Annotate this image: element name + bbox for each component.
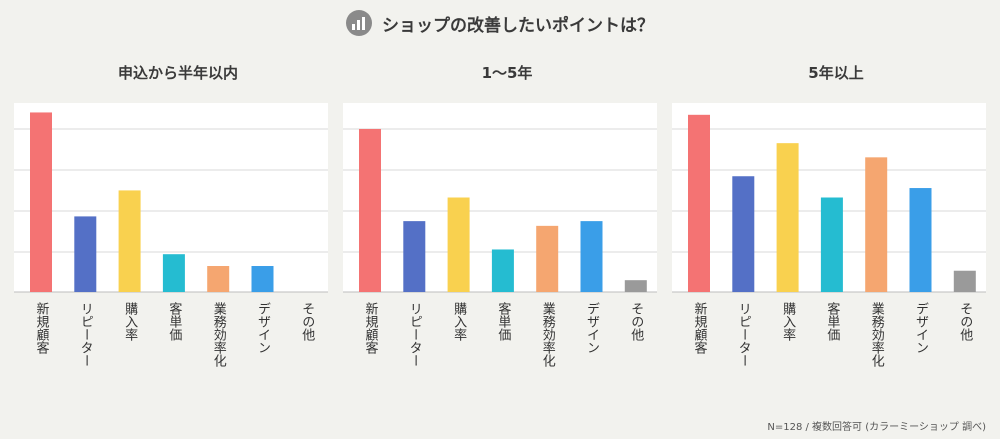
bar-6 [580, 221, 603, 292]
bar-1 [30, 112, 52, 292]
category-label: リピーター [78, 302, 93, 367]
category-label: 新規顧客 [363, 301, 379, 355]
chart-panel-2: 新規顧客 リピーター 購入率 客単価 業務効率化 デザイン その他 [343, 103, 657, 368]
bar-3 [447, 197, 470, 292]
bar-6 [251, 266, 274, 292]
category-label: デザイン [913, 302, 929, 354]
category-label: 客単価 [824, 301, 840, 341]
chart-panel-3: 新規顧客 リピーター 購入率 客単価 業務効率化 デザイン その他 [672, 103, 986, 368]
panel-title-2: 1〜5年 [481, 64, 533, 82]
category-label: 新規顧客 [34, 301, 50, 355]
footnote: N=128 / 複数回答可 (カラーミーショップ 調べ) [767, 422, 986, 433]
category-label: 業務効率化 [211, 301, 227, 368]
category-label: 客単価 [495, 301, 511, 341]
bar-3 [118, 190, 141, 292]
bar-1 [359, 128, 381, 292]
bar-7 [953, 270, 976, 292]
category-label: その他 [957, 302, 973, 342]
bar-3 [776, 143, 799, 292]
category-label: 新規顧客 [692, 301, 708, 355]
bar-2 [74, 216, 97, 292]
bar-2 [403, 221, 426, 292]
category-label: 業務効率化 [869, 301, 885, 368]
bar-5 [207, 266, 230, 292]
bar-5 [536, 225, 559, 292]
bar-2 [732, 176, 755, 292]
chart-panel-1: 新規顧客 リピーター 購入率 客単価 業務効率化 デザイン その他 [14, 103, 328, 368]
bar-7 [624, 280, 647, 292]
category-label: 購入率 [780, 302, 796, 341]
category-label: 購入率 [451, 302, 467, 341]
category-label: 業務効率化 [540, 301, 556, 368]
bar-4 [162, 254, 185, 292]
category-label: 購入率 [122, 302, 138, 341]
panel-title-3: 5年以上 [808, 64, 864, 82]
category-label: その他 [628, 302, 644, 342]
category-label: デザイン [255, 302, 271, 354]
panel-title-1: 申込から半年以内 [117, 64, 238, 82]
category-label: 客単価 [166, 301, 182, 341]
category-label: リピーター [736, 302, 751, 367]
bar-5 [865, 157, 888, 292]
chart-header: ショップの改善したいポイントは？ [0, 8, 1000, 38]
bar-6 [909, 188, 932, 292]
bar-4 [491, 249, 514, 292]
page-title: ショップの改善したいポイントは？ [382, 15, 654, 36]
bar-chart-icon [346, 10, 372, 36]
category-label: その他 [299, 302, 315, 342]
category-label: リピーター [407, 302, 422, 367]
bar-1 [688, 114, 710, 292]
category-label: デザイン [584, 302, 600, 354]
bar-4 [820, 197, 843, 292]
